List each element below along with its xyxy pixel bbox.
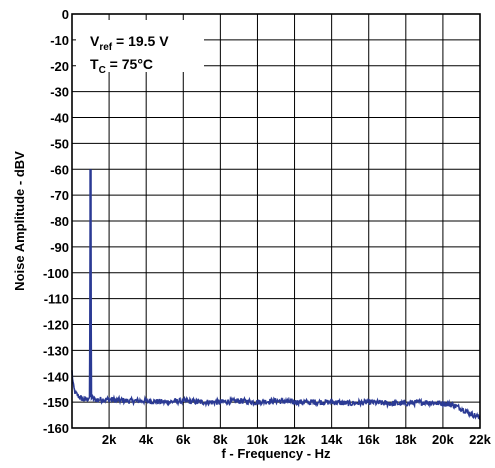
x-tick-label: 2k <box>102 432 117 447</box>
y-tick-label: -110 <box>44 292 69 307</box>
y-tick-label: -150 <box>43 395 69 410</box>
x-tick-label: 6k <box>176 432 191 447</box>
plot-frame <box>71 13 481 429</box>
x-tick-label: 18k <box>395 432 417 447</box>
x-tick-label: 8k <box>213 432 228 447</box>
x-axis-title: f - Frequency - Hz <box>221 446 331 461</box>
y-tick-label: -60 <box>50 162 69 177</box>
y-tick-label: -10 <box>50 33 69 48</box>
y-tick-label: -120 <box>43 318 69 333</box>
y-tick-label: -130 <box>43 343 69 358</box>
y-tick-label: 0 <box>62 7 69 22</box>
y-tick-label: -90 <box>50 240 69 255</box>
y-tick-label: -30 <box>50 85 69 100</box>
annotation-box <box>76 20 204 72</box>
y-tick-labels: 0 -10 -20 -30 -40 -50 -60 -70 -80 -90 -100 -110 -120… <box>43 7 69 436</box>
x-tick-labels: 2k 4k 6k 8k 10k 12k 14k 16k 18k 20k 22k <box>102 432 492 447</box>
x-tick-label: 10k <box>247 432 269 447</box>
vref-annotation: Vref = 19.5 V <box>90 33 169 53</box>
x-tick-label: 12k <box>284 432 306 447</box>
series-layer <box>71 169 481 421</box>
y-tick-label: -100 <box>43 266 69 281</box>
y-tick-label: -140 <box>43 369 69 384</box>
y-tick-label: -80 <box>50 214 69 229</box>
y-tick-label: -50 <box>50 136 69 151</box>
x-tick-label: 4k <box>139 432 154 447</box>
tc-annotation: TC = 75°C <box>90 56 153 76</box>
x-tick-label: 14k <box>321 432 343 447</box>
x-tick-label: 16k <box>358 432 380 447</box>
noise-trace <box>71 180 481 421</box>
y-tick-label: -40 <box>50 111 69 126</box>
x-tick-label: 20k <box>432 432 454 447</box>
y-axis-title: Noise Amplitude - dBV <box>12 151 27 291</box>
grid-lines <box>72 14 480 428</box>
x-tick-label: 22k <box>469 432 491 447</box>
y-tick-label: -160 <box>43 421 69 436</box>
y-tick-label: -70 <box>50 188 69 203</box>
y-tick-label: -20 <box>50 59 69 74</box>
